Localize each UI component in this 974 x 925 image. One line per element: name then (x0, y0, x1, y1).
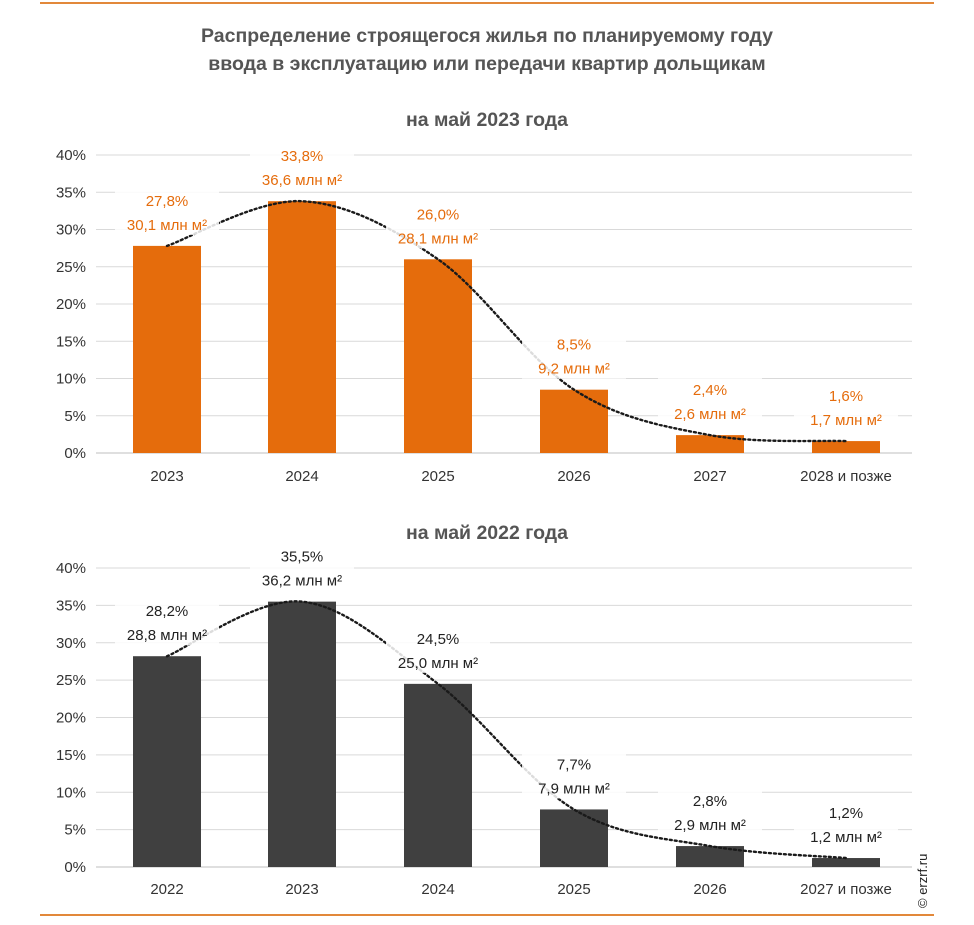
data-label-bg (115, 188, 219, 235)
data-label-area: 36,2 млн м² (262, 573, 342, 590)
y-tick-label: 40% (56, 147, 86, 164)
x-tick-label: 2022 (150, 881, 183, 898)
data-label-area: 9,2 млн м² (538, 361, 610, 378)
chart-title: на май 2023 года (406, 109, 568, 131)
x-tick-label: 2023 (150, 468, 183, 485)
y-tick-label: 15% (56, 747, 86, 764)
data-label-percent: 1,6% (829, 388, 863, 405)
title-line-2: ввода в эксплуатацию или передачи кварти… (208, 53, 766, 75)
bar (812, 441, 880, 453)
data-label-area: 2,9 млн м² (674, 817, 746, 834)
x-tick-label: 2025 (421, 468, 454, 485)
bar (133, 245, 201, 453)
y-tick-label: 25% (56, 259, 86, 276)
bar (133, 656, 201, 867)
data-label-percent: 35,5% (281, 549, 324, 566)
data-label-bg (250, 144, 354, 191)
x-tick-label: 2024 (421, 881, 454, 898)
data-label-percent: 7,7% (557, 756, 591, 773)
y-tick-label: 35% (56, 184, 86, 201)
y-tick-label: 5% (64, 408, 86, 425)
data-label-area: 28,1 млн м² (398, 230, 478, 247)
bar (540, 389, 608, 453)
bar (268, 601, 336, 867)
y-tick-label: 30% (56, 635, 86, 652)
bottom-rule (40, 914, 934, 916)
x-tick-label: 2028 и позже (800, 468, 892, 485)
data-label-area: 28,8 млн м² (127, 627, 207, 644)
copyright-label: © erzrf.ru (915, 853, 930, 908)
data-label-bg (522, 332, 626, 379)
bar (404, 259, 472, 453)
title-line-1: Распределение строящегося жилья по плани… (201, 25, 773, 47)
trend-line (165, 199, 848, 443)
data-label-percent: 1,2% (829, 805, 863, 822)
page-title: Распределение строящегося жилья по плани… (0, 22, 974, 78)
chart-title: на май 2022 года (406, 522, 568, 544)
data-label-percent: 24,5% (417, 631, 460, 648)
chart-may-2023: на май 2023 года 0% 5% 10% 15% 20% 25% 30% 35% 40… (56, 109, 912, 485)
y-tick-label: 40% (56, 560, 86, 577)
data-label-percent: 27,8% (146, 193, 189, 210)
data-label-percent: 2,4% (693, 382, 727, 399)
bar (812, 858, 880, 867)
data-label-area: 36,6 млн м² (262, 172, 342, 189)
data-label-bg (658, 378, 762, 425)
x-tick-label: 2026 (557, 468, 590, 485)
bar (676, 435, 744, 453)
top-rule (40, 2, 934, 4)
data-label-bg (386, 626, 490, 673)
y-tick-label: 15% (56, 333, 86, 350)
x-tick-label: 2025 (557, 881, 590, 898)
data-label-percent: 33,8% (281, 148, 324, 165)
data-label-bg (794, 384, 898, 431)
trend-line (165, 600, 848, 860)
data-label-percent: 2,8% (693, 793, 727, 810)
bar (404, 683, 472, 867)
data-label-area: 1,7 млн м² (810, 412, 882, 429)
y-tick-label: 0% (64, 859, 86, 876)
y-tick-label: 5% (64, 822, 86, 839)
x-tick-label: 2027 (693, 468, 726, 485)
y-tick-label: 20% (56, 296, 86, 313)
data-label-percent: 28,2% (146, 603, 189, 620)
y-tick-label: 20% (56, 710, 86, 727)
data-label-area: 7,9 млн м² (538, 780, 610, 797)
y-tick-label: 30% (56, 222, 86, 239)
data-label-bg (250, 544, 354, 591)
y-tick-label: 35% (56, 597, 86, 614)
y-tick-label: 25% (56, 672, 86, 689)
bar (268, 201, 336, 453)
data-label-area: 30,1 млн м² (127, 217, 207, 234)
data-label-percent: 26,0% (417, 206, 460, 223)
x-tick-label: 2024 (285, 468, 318, 485)
data-label-bg (386, 202, 490, 249)
data-label-percent: 8,5% (557, 337, 591, 354)
data-label-bg (794, 801, 898, 848)
x-tick-label: 2026 (693, 881, 726, 898)
y-tick-label: 0% (64, 445, 86, 462)
x-tick-label: 2027 и позже (800, 881, 892, 898)
bar (540, 809, 608, 867)
y-tick-label: 10% (56, 784, 86, 801)
x-tick-label: 2023 (285, 881, 318, 898)
chart-may-2022: на май 2022 года 0% 5% 10% 15% 20% 25% 30% 35% 40… (56, 522, 912, 898)
data-label-area: 2,6 млн м² (674, 406, 746, 423)
y-tick-label: 10% (56, 371, 86, 388)
data-label-bg (522, 752, 626, 799)
data-label-bg (658, 789, 762, 836)
data-label-area: 25,0 млн м² (398, 655, 478, 672)
data-label-bg (115, 599, 219, 646)
data-label-area: 1,2 млн м² (810, 829, 882, 846)
bar (676, 846, 744, 867)
